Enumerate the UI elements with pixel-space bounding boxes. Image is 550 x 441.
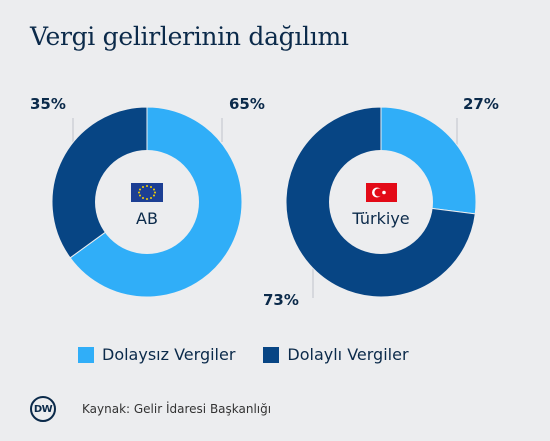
legend: Dolaysız Vergiler Dolaylı Vergiler (78, 345, 437, 364)
chart-title: Vergi gelirlerinin dağılımı (30, 22, 349, 51)
donut-ab: AB (51, 106, 243, 298)
center-label-ab: AB (136, 209, 158, 228)
donut-turkiye: Türkiye (285, 106, 477, 298)
center-label-tr: Türkiye (351, 209, 409, 228)
legend-swatch-indirect (263, 346, 280, 363)
data-label-tr-73: 73% (263, 291, 299, 309)
legend-swatch-direct (78, 346, 94, 363)
legend-item-direct: Dolaysız Vergiler (78, 345, 235, 364)
turkey-flag-icon (366, 183, 397, 202)
footer: DW Kaynak: Gelir İdaresi Başkanlığı (30, 396, 271, 422)
legend-label-indirect: Dolaylı Vergiler (287, 345, 409, 364)
data-label-ab-35: 35% (30, 95, 66, 113)
legend-item-indirect: Dolaylı Vergiler (263, 345, 409, 364)
dw-logo: DW (30, 396, 56, 422)
data-label-tr-27: 27% (463, 95, 499, 113)
legend-label-direct: Dolaysız Vergiler (102, 345, 236, 364)
data-label-ab-65: 65% (229, 95, 265, 113)
eu-flag-icon (131, 183, 163, 202)
source-text: Kaynak: Gelir İdaresi Başkanlığı (82, 402, 272, 416)
